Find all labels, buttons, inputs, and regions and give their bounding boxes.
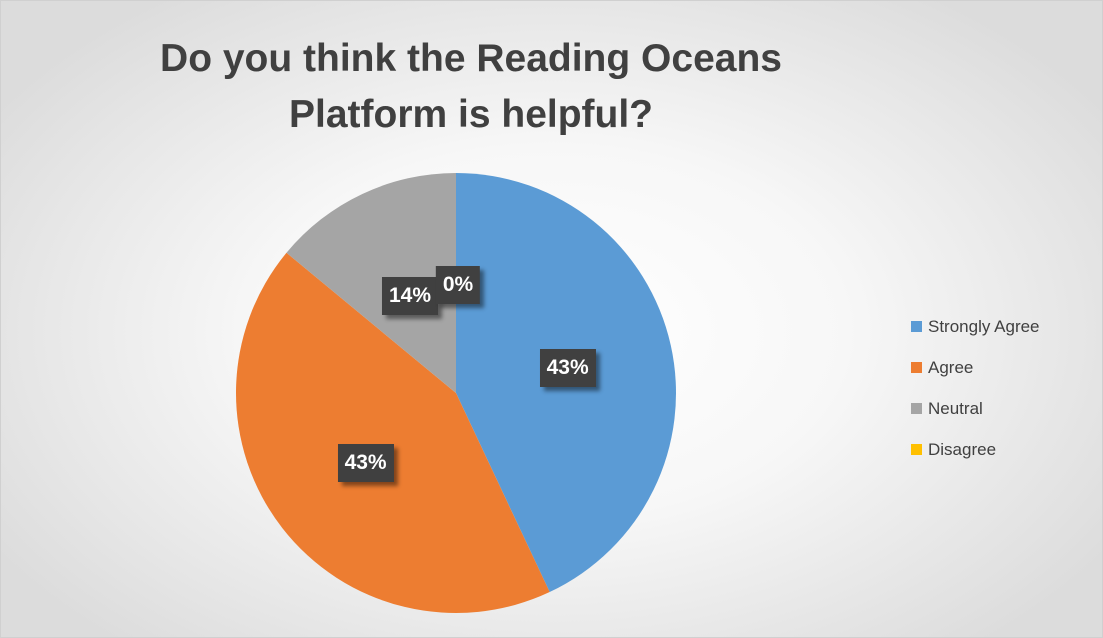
legend-swatch [911,362,922,373]
legend-swatch [911,321,922,332]
legend-item-strongly-agree: Strongly Agree [911,306,1091,347]
legend-label: Agree [928,357,974,377]
legend-label: Neutral [928,398,983,418]
legend-label: Strongly Agree [928,316,1040,336]
legend-item-disagree: Disagree [911,429,1091,470]
legend-label: Disagree [928,439,997,459]
legend-swatch [911,444,922,455]
data-label-neutral: 14% [381,277,439,315]
legend-item-neutral: Neutral [911,388,1091,429]
legend-item-agree: Agree [911,347,1091,388]
legend-swatch [911,403,922,414]
chart-title: Do you think the Reading Oceans Platform… [160,37,782,136]
legend: Strongly Agree Agree Neutral Disagree [911,306,1091,484]
pie-slice-neutral [286,173,456,393]
pie-slice-agree [236,252,550,613]
data-label-strongly-agree: 43% [539,349,596,388]
data-label-disagree: 0% [435,266,481,304]
data-label-agree: 43% [337,444,394,483]
